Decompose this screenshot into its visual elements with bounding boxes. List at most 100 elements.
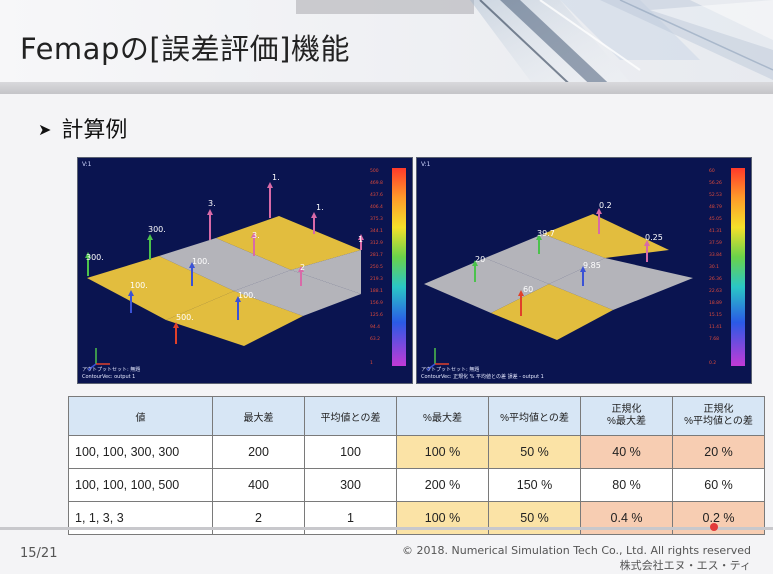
contour-legend-bar <box>731 168 745 366</box>
svg-text:41.31: 41.31 <box>709 228 722 234</box>
plate-element <box>485 234 605 284</box>
arrow-marker: 60 <box>518 285 533 316</box>
table-cell: 0.2 % <box>672 501 765 535</box>
arrow-marker: 39.7 <box>536 229 555 254</box>
arrow-marker: 100. <box>235 291 256 320</box>
right-output-set-label: アウトプットセット: 無題 <box>421 366 479 373</box>
arrow-marker: 3. <box>207 199 216 240</box>
svg-text:20: 20 <box>475 255 485 264</box>
svg-text:18.89: 18.89 <box>709 300 722 306</box>
arrow-marker: 1. <box>267 173 280 218</box>
svg-text:1.: 1. <box>272 173 280 182</box>
table-cell: 100, 100, 300, 300 <box>68 435 213 469</box>
svg-text:48.79: 48.79 <box>709 204 722 210</box>
svg-text:56.26: 56.26 <box>709 180 722 186</box>
left-model-viewport: V:1 300. 300. 3. 1. 1. 1 3. 100. 2 100. … <box>77 157 413 384</box>
svg-text:437.6: 437.6 <box>370 192 383 198</box>
table-cell: 60 % <box>672 468 765 502</box>
svg-text:0.2: 0.2 <box>709 360 716 366</box>
footer-divider <box>0 527 773 530</box>
svg-text:0.25: 0.25 <box>645 233 663 242</box>
table-header-cell: 平均値との差 <box>304 396 397 436</box>
plate-element <box>87 256 234 320</box>
copyright-notice: © 2018. Numerical Simulation Tech Co., L… <box>402 543 751 573</box>
contour-legend-values: 500 469.8 437.6 406.4 375.3 344.1 312.9 … <box>370 168 383 366</box>
bullet-heading: ➤ 計算例 <box>38 112 127 144</box>
arrow-marker: 1 <box>358 234 364 250</box>
svg-text:60: 60 <box>709 168 715 174</box>
svg-text:15.15: 15.15 <box>709 312 722 318</box>
svg-text:312.9: 312.9 <box>370 240 383 246</box>
svg-text:100.: 100. <box>130 281 148 290</box>
table-cell: 100, 100, 100, 500 <box>68 468 213 502</box>
svg-text:219.3: 219.3 <box>370 276 383 282</box>
arrow-marker: 9.85 <box>580 261 601 286</box>
svg-text:37.59: 37.59 <box>709 240 722 246</box>
svg-text:1.: 1. <box>316 203 324 212</box>
svg-text:125.6: 125.6 <box>370 312 383 318</box>
svg-text:500: 500 <box>370 168 379 174</box>
svg-text:300.: 300. <box>148 225 166 234</box>
svg-text:26.36: 26.36 <box>709 276 722 282</box>
svg-text:188.1: 188.1 <box>370 288 383 294</box>
svg-text:7.68: 7.68 <box>709 336 719 342</box>
table-cell: 100 % <box>396 435 489 469</box>
table-header-cell: 正規化 %平均値との差 <box>672 396 765 436</box>
left-contour-label: ContourVec: output 1 <box>82 374 135 380</box>
header-divider <box>0 82 773 94</box>
left-model-svg: V:1 300. 300. 3. 1. 1. 1 3. 100. 2 100. … <box>82 161 406 380</box>
svg-text:94.4: 94.4 <box>370 324 380 330</box>
plate-element <box>424 258 549 313</box>
svg-text:60: 60 <box>523 285 533 294</box>
svg-text:375.3: 375.3 <box>370 216 383 222</box>
left-output-set-label: アウトプットセット: 無題 <box>82 366 140 373</box>
svg-text:22.63: 22.63 <box>709 288 722 294</box>
table-cell: 40 % <box>580 435 673 469</box>
table-header-cell: %最大差 <box>396 396 489 436</box>
svg-text:406.4: 406.4 <box>370 204 383 210</box>
arrow-marker: 0.2 <box>596 201 612 234</box>
right-view-label: V:1 <box>421 161 431 168</box>
table-cell: 20 % <box>672 435 765 469</box>
plate-element <box>159 238 291 291</box>
svg-text:33.84: 33.84 <box>709 252 722 258</box>
table-cell: 100 <box>304 435 397 469</box>
svg-text:1: 1 <box>370 360 373 366</box>
arrow-marker: 300. <box>85 252 104 276</box>
slide-title: Femapの[誤差評価]機能 <box>20 32 350 66</box>
header-glass-decoration <box>296 0 773 94</box>
table-header-row: 値 最大差 平均値との差 %最大差 %平均値との差 正規化 %最大差 正規化 %… <box>68 396 765 436</box>
results-table: 値 最大差 平均値との差 %最大差 %平均値との差 正規化 %最大差 正規化 %… <box>68 396 765 535</box>
svg-text:3.: 3. <box>208 199 216 208</box>
svg-text:100.: 100. <box>192 257 210 266</box>
bullet-arrow-icon: ➤ <box>38 120 52 139</box>
pointer-dot-icon <box>710 523 718 531</box>
right-model-svg: V:1 0.2 39.7 0.25 20 9.85 60 60 56.26 52… <box>421 161 745 380</box>
table-cell: 50 % <box>488 435 581 469</box>
svg-text:344.1: 344.1 <box>370 228 383 234</box>
arrow-marker: 100. <box>189 257 210 286</box>
arrow-marker: 20 <box>472 255 485 282</box>
table-cell: 80 % <box>580 468 673 502</box>
table-cell: 200 % <box>396 468 489 502</box>
right-model-viewport: V:1 0.2 39.7 0.25 20 9.85 60 60 56.26 52… <box>416 157 752 384</box>
svg-text:52.53: 52.53 <box>709 192 722 198</box>
svg-text:469.8: 469.8 <box>370 180 383 186</box>
bullet-text: 計算例 <box>61 118 128 143</box>
svg-text:2: 2 <box>300 263 305 272</box>
svg-text:300.: 300. <box>86 253 104 262</box>
plate-element <box>543 214 669 258</box>
company-name: 株式会社エヌ・エス・ティ <box>619 559 751 572</box>
svg-text:45.05: 45.05 <box>709 216 722 222</box>
svg-text:0.2: 0.2 <box>599 201 612 210</box>
svg-text:63.2: 63.2 <box>370 336 380 342</box>
table-cell: 300 <box>304 468 397 502</box>
arrow-marker: 0.25 <box>644 233 663 262</box>
svg-text:39.7: 39.7 <box>537 229 555 238</box>
svg-text:250.5: 250.5 <box>370 264 383 270</box>
table-header-cell: 正規化 %最大差 <box>580 396 673 436</box>
svg-text:500.: 500. <box>176 313 194 322</box>
svg-text:281.7: 281.7 <box>370 252 383 258</box>
plate-element <box>166 291 303 346</box>
